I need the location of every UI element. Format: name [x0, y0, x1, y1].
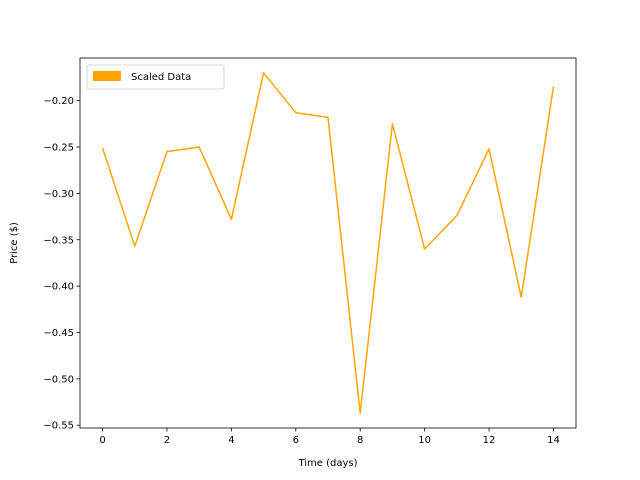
x-axis-label: Time (days) [297, 458, 357, 469]
legend-swatch [93, 71, 121, 81]
y-tick-label: −0.45 [43, 328, 74, 339]
y-axis-ticks: −0.55 −0.50 −0.45 −0.40 −0.35 −0.30 −0.25 −0.20 [43, 96, 80, 432]
x-tick-label: 4 [228, 435, 234, 446]
y-axis-label: Price ($) [9, 222, 20, 264]
x-tick-label: 14 [547, 435, 560, 446]
y-tick-label: −0.25 [43, 143, 74, 154]
y-tick-label: −0.30 [43, 189, 74, 200]
series-line [101, 72, 555, 414]
axes-frame [79, 57, 577, 429]
x-tick-label: 8 [357, 435, 363, 446]
x-tick-label: 12 [483, 435, 496, 446]
y-tick-label: −0.40 [43, 282, 74, 293]
y-tick-label: −0.55 [43, 421, 74, 432]
x-tick-label: 10 [418, 435, 431, 446]
legend-label: Scaled Data [131, 72, 191, 83]
y-tick-label: −0.50 [43, 374, 74, 385]
series-layer [101, 72, 555, 414]
legend-box [86, 64, 225, 90]
legend: Scaled Data [86, 64, 225, 90]
x-axis-ticks: 0 2 4 6 8 10 12 14 [99, 428, 560, 446]
x-tick-label: 2 [164, 435, 170, 446]
x-tick-label: 6 [293, 435, 299, 446]
plot-area [80, 58, 576, 428]
y-tick-label: −0.20 [43, 96, 74, 107]
x-tick-label: 0 [99, 435, 105, 446]
y-tick-label: −0.35 [43, 235, 74, 246]
